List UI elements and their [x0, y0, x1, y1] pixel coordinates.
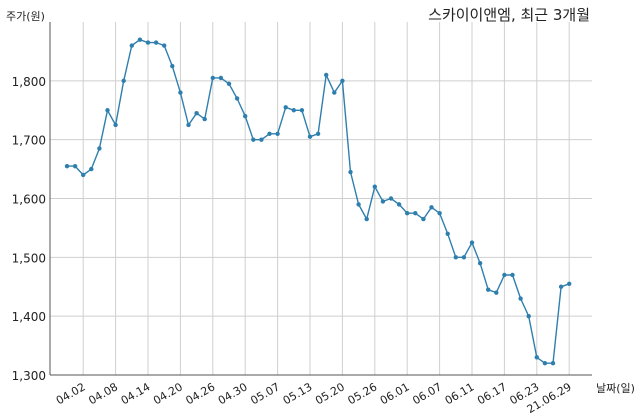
data-point [105, 108, 110, 113]
data-point [218, 75, 224, 81]
data-point [437, 211, 442, 216]
gridlines [50, 22, 592, 376]
data-point [137, 37, 143, 42]
data-point [275, 131, 280, 136]
data-point [477, 261, 483, 266]
data-point [259, 137, 264, 142]
x-tick-label: 04.26 [184, 380, 218, 407]
y-tick-label: 1,600 [12, 193, 46, 207]
y-tick-label: 1,700 [12, 134, 46, 148]
data-point [202, 116, 207, 122]
data-point [210, 75, 215, 81]
data-point [243, 113, 248, 119]
data-point [162, 43, 167, 48]
data-point [299, 108, 305, 113]
data-point [186, 122, 191, 128]
data-point [502, 272, 507, 278]
x-axis-label: 날짜(일) [596, 381, 635, 395]
axes [49, 22, 592, 376]
data-point [550, 361, 556, 366]
x-tick-label: 04.14 [119, 380, 153, 407]
data-point [121, 78, 126, 84]
data-point [518, 296, 523, 301]
x-tick-label: 04.02 [54, 380, 88, 407]
data-point [226, 81, 232, 86]
chart-title: 스카이이앤엠, 최근 3개월 [428, 6, 590, 24]
data-point [348, 169, 353, 175]
data-point [388, 196, 394, 201]
data-point [97, 146, 102, 151]
data-point [283, 105, 288, 110]
x-tick-label: 04.30 [216, 380, 250, 407]
data-point [469, 240, 475, 245]
data-point [429, 205, 434, 210]
x-tick-label: 05.26 [346, 380, 380, 407]
data-point [486, 287, 491, 292]
data-point [89, 166, 94, 172]
x-tick-label: 05.20 [313, 380, 347, 407]
data-point [113, 122, 118, 128]
data-point [421, 216, 426, 222]
data-point [267, 131, 272, 136]
x-tick-label: 06.07 [410, 380, 444, 407]
data-point [567, 281, 572, 287]
data-point [340, 78, 345, 84]
x-tick-label: 04.08 [86, 380, 120, 407]
data-point [380, 199, 386, 204]
data-point [307, 134, 313, 139]
data-point [413, 211, 418, 216]
data-point [153, 40, 159, 45]
data-point [234, 96, 240, 101]
x-tick-labels: 04.0204.0804.1404.2004.2604.3005.0705.13… [54, 380, 574, 416]
price-series [64, 37, 572, 366]
x-tick-label: 05.07 [248, 380, 282, 407]
data-point [364, 216, 369, 222]
data-point [396, 202, 402, 207]
data-point [81, 172, 86, 178]
data-point [542, 361, 548, 366]
data-point [558, 284, 564, 289]
data-point [405, 211, 410, 216]
x-tick-label: 06.01 [378, 380, 412, 407]
data-point [332, 90, 337, 95]
y-tick-label: 1,500 [12, 251, 46, 265]
data-point [72, 163, 78, 169]
data-point [145, 40, 151, 45]
data-point [356, 202, 361, 207]
data-point [372, 184, 377, 189]
data-point [251, 137, 256, 142]
data-point [526, 313, 531, 319]
x-tick-label: 05.13 [281, 380, 315, 407]
data-point [461, 255, 467, 260]
data-point [494, 290, 499, 295]
data-point [129, 43, 134, 48]
x-tick-label: 04.20 [151, 380, 185, 407]
y-tick-label: 1,800 [12, 75, 46, 89]
data-point [64, 163, 70, 169]
data-point [315, 131, 321, 136]
y-tick-label: 1,300 [12, 369, 46, 383]
data-point [291, 108, 296, 113]
data-point [324, 72, 329, 78]
data-point [534, 355, 539, 360]
data-point [453, 255, 458, 260]
data-point [178, 90, 183, 95]
data-point [194, 110, 199, 116]
series-line [67, 39, 570, 364]
y-axis-label: 주가(원) [6, 10, 45, 23]
x-tick-label: 06.11 [443, 380, 477, 407]
y-tick-labels: 1,300 1,400 1,500 1,600 1,700 1,800 [12, 75, 46, 383]
x-tick-label: 06.17 [475, 380, 509, 407]
data-point [170, 63, 175, 69]
data-point [445, 231, 450, 236]
y-tick-label: 1,400 [12, 310, 46, 324]
data-point [510, 272, 515, 278]
